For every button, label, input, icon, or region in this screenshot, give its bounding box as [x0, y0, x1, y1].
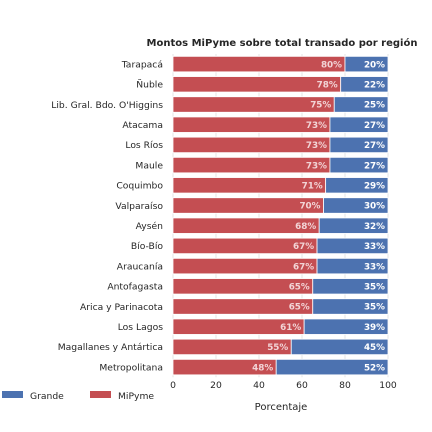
- bar-grande: [275, 358, 389, 376]
- x-tick-label: 60: [296, 380, 308, 391]
- category-label: Bío-Bío: [131, 241, 163, 252]
- data-label-mipyme: 75%: [310, 101, 331, 111]
- category-label: Valparaíso: [115, 201, 163, 212]
- bar-grande: [329, 156, 389, 174]
- data-label-mipyme: 67%: [293, 262, 314, 272]
- x-tick-label: 40: [253, 380, 265, 391]
- data-label-grande: 20%: [364, 60, 385, 70]
- data-label-grande: 35%: [364, 283, 385, 293]
- data-label-mipyme: 70%: [299, 202, 320, 212]
- data-label-grande: 52%: [364, 363, 385, 373]
- x-tick-label: 0: [170, 380, 176, 391]
- data-label-mipyme: 68%: [295, 222, 316, 232]
- data-label-grande: 39%: [364, 323, 385, 333]
- x-tick-labels: 0 20 40 60 80 100: [170, 380, 397, 391]
- legend-swatch-mipyme: [90, 391, 111, 398]
- category-labels: Tarapacá Ñuble Lib. Gral. Bdo. O'Higgins At…: [51, 59, 163, 373]
- x-axis-label: Porcentaje: [255, 402, 308, 413]
- data-label-mipyme: 65%: [289, 283, 310, 293]
- category-label: Lib. Gral. Bdo. O'Higgins: [51, 100, 163, 111]
- data-label-grande: 27%: [364, 161, 385, 171]
- category-label: Los Lagos: [118, 322, 163, 333]
- bar-mipyme: [172, 55, 346, 73]
- data-label-grande: 33%: [364, 242, 385, 252]
- category-label: Maule: [135, 160, 163, 171]
- category-label: Atacama: [122, 120, 163, 131]
- bar-grande: [329, 116, 389, 133]
- x-tick-label: 80: [339, 380, 351, 391]
- bar-grande: [290, 338, 389, 356]
- category-label: Ñuble: [136, 80, 163, 91]
- data-label-grande: 33%: [364, 262, 385, 272]
- x-tick-label: 100: [379, 380, 397, 391]
- data-label-grande: 32%: [364, 222, 385, 232]
- data-label-mipyme: 67%: [293, 242, 314, 252]
- bar-grande: [312, 298, 389, 315]
- x-tick-label: 20: [210, 380, 222, 391]
- category-label: Arica y Parinacota: [80, 302, 163, 313]
- data-label-mipyme: 61%: [280, 323, 301, 333]
- data-label-mipyme: 73%: [306, 161, 327, 171]
- category-label: Araucanía: [117, 261, 163, 272]
- chart-title: Montos MiPyme sobre total transado por r…: [147, 37, 418, 49]
- bar-grande: [303, 318, 389, 335]
- data-label-mipyme: 78%: [317, 81, 338, 91]
- bar-grande: [316, 237, 389, 255]
- legend-label-mipyme: MiPyme: [118, 391, 154, 402]
- bar-grande: [316, 257, 389, 275]
- data-label-mipyme: 48%: [252, 363, 273, 373]
- data-label-mipyme: 73%: [306, 141, 327, 151]
- data-label-mipyme: 65%: [289, 303, 310, 313]
- category-label: Aysén: [136, 221, 164, 232]
- data-label-grande: 30%: [364, 202, 385, 212]
- bar-grande: [344, 55, 389, 73]
- legend: Grande MiPyme: [2, 391, 154, 402]
- data-label-grande: 29%: [364, 182, 385, 192]
- data-label-grande: 35%: [364, 303, 385, 313]
- bar-grande: [340, 76, 389, 93]
- legend-swatch-grande: [2, 391, 23, 398]
- bar-grande: [329, 136, 389, 154]
- data-label-mipyme: 55%: [267, 343, 288, 353]
- bar-grande: [323, 197, 389, 214]
- data-label-grande: 27%: [364, 121, 385, 131]
- bar-grande: [312, 278, 389, 295]
- data-label-mipyme: 71%: [302, 182, 323, 192]
- bar-mipyme: [172, 76, 342, 93]
- category-label: Antofagasta: [107, 282, 163, 293]
- data-label-mipyme: 73%: [306, 121, 327, 131]
- bar-grande: [333, 96, 389, 113]
- category-label: Metropolitana: [99, 362, 163, 373]
- data-label-grande: 27%: [364, 141, 385, 151]
- data-label-grande: 45%: [364, 343, 385, 353]
- bar-grande: [318, 217, 389, 234]
- category-label: Los Ríos: [125, 140, 163, 151]
- category-label: Magallanes y Antártica: [58, 342, 163, 353]
- category-label: Tarapacá: [121, 59, 163, 70]
- legend-label-grande: Grande: [30, 391, 64, 402]
- data-label-mipyme: 80%: [321, 60, 342, 70]
- data-label-grande: 25%: [364, 101, 385, 111]
- bar-grande: [325, 177, 389, 194]
- category-label: Coquimbo: [116, 181, 163, 192]
- data-labels: 80% 20% 78% 22% 75% 25% 73% 27% 73% 27% 73% 27% 71% 2…: [252, 60, 385, 373]
- bars: [172, 55, 389, 376]
- data-label-grande: 22%: [364, 81, 385, 91]
